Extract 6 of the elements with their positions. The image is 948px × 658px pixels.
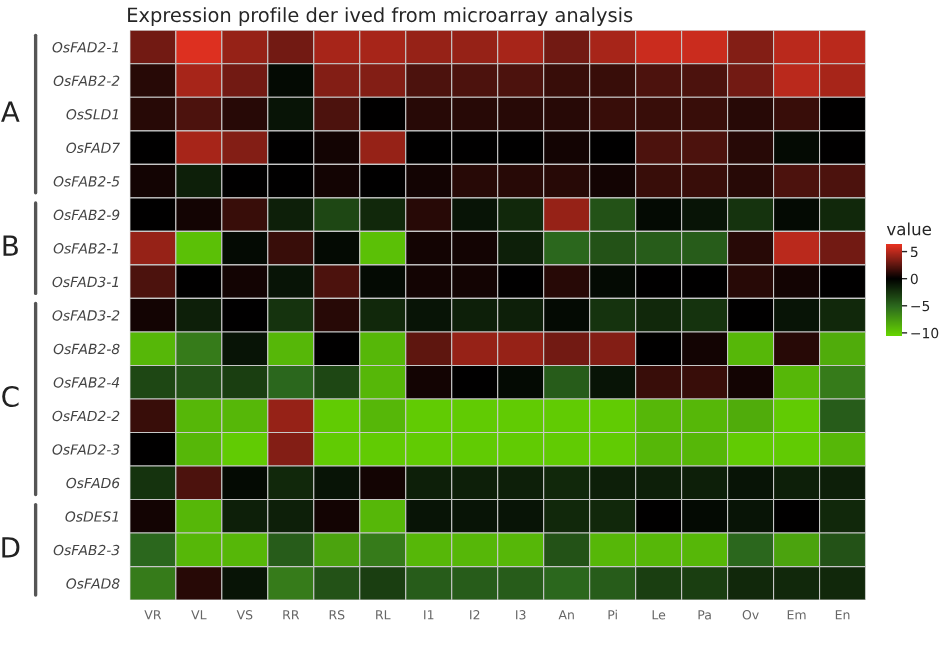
color-bar-title: value [886, 222, 932, 236]
text: A [1, 101, 20, 122]
chart-title: Expression profile der ived from microarray analysis [128, 7, 633, 26]
text: D [2, 537, 20, 558]
text: B [3, 235, 18, 256]
text: C [2, 386, 19, 408]
